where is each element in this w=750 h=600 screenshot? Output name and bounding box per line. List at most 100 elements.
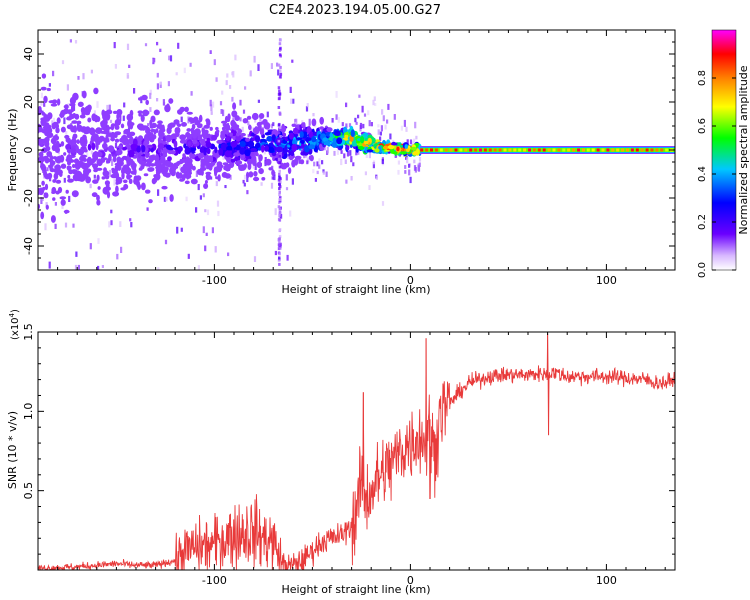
spectrogram-cell bbox=[444, 148, 448, 152]
spectrogram-cell bbox=[67, 178, 74, 183]
spectrogram-cell bbox=[230, 158, 236, 163]
spectrogram-cell bbox=[95, 116, 101, 122]
spectrogram-cell bbox=[251, 112, 259, 121]
spectrogram-cell bbox=[43, 170, 47, 178]
y-tick-label: 20 bbox=[22, 95, 35, 109]
spectrogram-cell bbox=[65, 189, 69, 194]
spectrogram-cell bbox=[249, 70, 252, 77]
spectrogram-cell bbox=[156, 98, 159, 102]
spectrogram-cell bbox=[393, 114, 396, 120]
spectrogram-cell bbox=[168, 55, 171, 61]
snr-panel: -100 0 100 0.5 1.0 1.5 Height of straight lin… bbox=[6, 309, 676, 596]
spectrogram-cell bbox=[163, 196, 166, 202]
spectrogram-cell bbox=[126, 43, 130, 50]
spectrogram-cell bbox=[38, 158, 45, 163]
spectrogram-cell bbox=[214, 246, 217, 253]
colorbar: 0.0 0.2 0.4 0.6 0.8 Normalized spectral ampl… bbox=[697, 29, 750, 278]
spectrogram-cell bbox=[357, 151, 360, 155]
spectrogram-cell bbox=[209, 50, 212, 54]
spectrogram-cell bbox=[56, 98, 61, 106]
spectrogram-cell bbox=[299, 159, 305, 165]
spectrogram-cell bbox=[123, 102, 126, 108]
spectrogram-cell bbox=[459, 148, 463, 152]
spectrogram-cell bbox=[572, 148, 576, 152]
colorbar-ticks: 0.0 0.2 0.4 0.6 0.8 bbox=[697, 70, 736, 278]
spectrogram-cell bbox=[266, 131, 273, 135]
spectrogram-cell bbox=[322, 171, 325, 175]
spectrogram-cell bbox=[383, 145, 389, 150]
spectrogram-cell bbox=[61, 60, 65, 65]
spectrogram-cell bbox=[278, 42, 282, 46]
spectrogram-cell bbox=[211, 227, 214, 234]
spectrogram-cell bbox=[203, 183, 209, 190]
spectrogram-cell bbox=[278, 256, 281, 260]
spectrogram-cell bbox=[357, 146, 365, 150]
spectrogram-cell bbox=[348, 123, 352, 128]
spectrogram-cell bbox=[279, 75, 282, 79]
spectrogram-cell bbox=[38, 187, 41, 196]
spectrogram-cell bbox=[63, 117, 66, 125]
spectrogram-cell bbox=[156, 123, 163, 129]
spectrogram-cell bbox=[149, 3, 151, 9]
spectrogram-cell bbox=[405, 126, 408, 132]
spectrogram-cell bbox=[190, 296, 192, 303]
spectrogram-cell bbox=[278, 165, 282, 169]
spectrogram-cell bbox=[91, 113, 97, 122]
spectrogram-cell bbox=[261, 177, 266, 181]
spectrogram-cell bbox=[130, 222, 133, 228]
spectrogram-cell bbox=[406, 157, 409, 164]
spectrogram-cell bbox=[166, 144, 172, 150]
spectrogram-cell bbox=[261, 141, 265, 145]
spectrogram-cell bbox=[139, 163, 142, 168]
spectrogram-cell bbox=[224, 129, 229, 135]
spectrogram-cell bbox=[52, 117, 55, 124]
spectrogram-cell bbox=[581, 148, 585, 152]
spectrogram-cell bbox=[372, 99, 375, 106]
spectrogram-cell bbox=[273, 174, 276, 181]
spectrogram-cell bbox=[200, 169, 204, 176]
spectrogram-cell bbox=[157, 267, 160, 270]
spectrogram-cell bbox=[157, 149, 161, 153]
spectrogram-cell bbox=[412, 141, 415, 146]
spectrogram-cell bbox=[184, 173, 192, 179]
spectrogram-cell bbox=[345, 123, 348, 128]
spectrogram-cell bbox=[167, 156, 172, 162]
figure-title: C2E4.2023.194.05.00.G27 bbox=[269, 3, 441, 18]
spectrogram-cell bbox=[215, 181, 218, 187]
spectrogram-cell bbox=[200, 138, 206, 146]
spectrogram-cell bbox=[111, 123, 116, 127]
spectrogram-cell bbox=[278, 228, 282, 232]
spectrogram-cell bbox=[591, 148, 595, 152]
spectrogram-cell bbox=[287, 167, 292, 175]
spectrogram-cell bbox=[301, 142, 305, 148]
spectrogram-cell bbox=[350, 156, 353, 163]
spectrogram-cell bbox=[231, 71, 234, 76]
spectrogram-cell bbox=[68, 169, 74, 175]
spectrogram-cell bbox=[114, 121, 119, 129]
spectrogram-cell bbox=[255, 152, 259, 157]
spectrogram-cell bbox=[474, 148, 478, 152]
spectrogram-cell bbox=[277, 123, 281, 127]
spectrogram-cell bbox=[104, 180, 110, 186]
spectrogram-cell bbox=[294, 121, 297, 126]
colorbar-gradient bbox=[711, 29, 737, 271]
spectrogram-cell bbox=[209, 126, 213, 131]
spectrogram-cell bbox=[364, 171, 367, 176]
spectrogram-cell bbox=[155, 153, 159, 158]
spectrogram-cell bbox=[290, 150, 295, 157]
spectrogram-cell bbox=[216, 139, 223, 144]
spectrogram-cell bbox=[121, 155, 129, 160]
spectrogram-cell bbox=[278, 89, 281, 93]
spectrogram-cell bbox=[396, 146, 400, 152]
spectrogram-cell bbox=[66, 148, 72, 154]
spectrogram-cell bbox=[141, 145, 146, 153]
spectrogram-cell bbox=[217, 174, 221, 182]
spectrogram-cell bbox=[234, 115, 240, 122]
spectrogram-cell bbox=[255, 142, 261, 149]
spectrogram-cell bbox=[46, 87, 51, 92]
spectrogram-cell bbox=[115, 176, 123, 185]
spectrogram-cell bbox=[279, 46, 282, 50]
spectrogram-cell bbox=[312, 113, 315, 117]
spectrogram-cell bbox=[51, 122, 57, 130]
spectrogram-cell bbox=[276, 146, 283, 153]
